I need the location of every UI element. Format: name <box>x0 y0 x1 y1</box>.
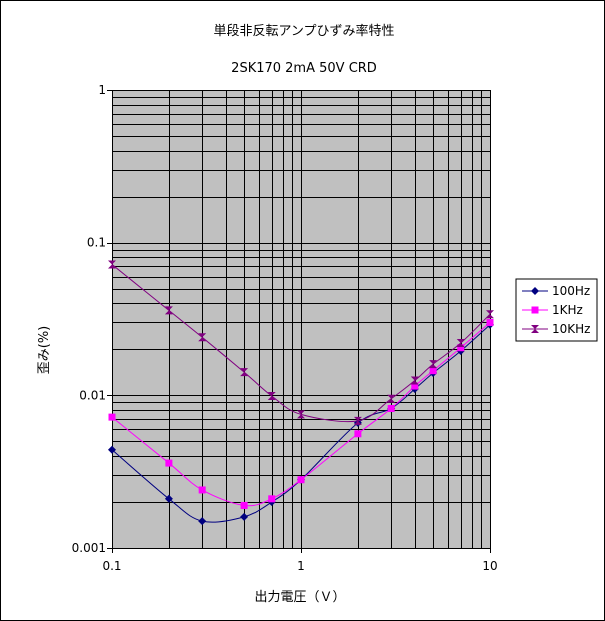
data-point-1khz <box>411 382 419 390</box>
data-point-10khz <box>267 391 276 400</box>
data-point-1khz <box>486 318 494 326</box>
data-point-10khz <box>429 360 438 369</box>
data-point-10khz <box>456 339 465 348</box>
marker-bottom <box>164 310 173 315</box>
legend-item-1khz: 1KHz <box>522 303 583 317</box>
marker-top <box>108 260 116 265</box>
data-point-10khz <box>486 310 494 319</box>
marker-bottom <box>297 414 305 419</box>
marker-bottom <box>456 343 465 348</box>
data-point-1khz <box>240 501 248 509</box>
chart-subtitle: 2SK170 2mA 50V CRD <box>231 61 377 76</box>
series-layer <box>108 260 494 526</box>
marker-bottom <box>531 329 539 333</box>
marker-bottom <box>486 314 494 319</box>
axes: 0.1 1 10 1 0.1 0.01 0.001 <box>72 83 498 573</box>
x-tick-label: 0.1 <box>102 559 121 573</box>
y-tick-label: 0.1 <box>87 236 106 250</box>
marker-bottom <box>410 380 419 385</box>
marker-bottom <box>198 337 207 342</box>
data-point-10khz <box>410 376 419 385</box>
data-point-1khz <box>354 430 362 438</box>
data-point-100hz <box>531 287 539 295</box>
marker-top <box>353 416 362 421</box>
marker-bottom <box>108 264 116 269</box>
legend: 100Hz 1KHz 10KHz <box>515 278 598 342</box>
x-tick-label: 10 <box>482 559 497 573</box>
marker-bottom <box>267 395 276 400</box>
data-point-1khz <box>198 486 206 494</box>
data-point-10khz <box>387 394 396 403</box>
marker-top <box>240 368 249 373</box>
y-tick-label: 0.001 <box>72 541 106 555</box>
data-point-10khz <box>297 410 305 419</box>
marker-top <box>531 325 539 329</box>
legend-item-100hz: 100Hz <box>522 284 590 298</box>
marker-top <box>297 410 305 415</box>
series-10khz <box>108 260 494 425</box>
marker-top <box>486 310 494 315</box>
gridlines <box>112 90 490 549</box>
data-point-100hz <box>164 494 173 503</box>
marker-top <box>410 376 419 381</box>
data-point-1khz <box>165 459 173 467</box>
data-point-1khz <box>297 476 305 484</box>
data-point-1khz <box>108 413 116 421</box>
x-axis-title: 出力電圧（Ｖ） <box>254 590 345 605</box>
data-point-10khz <box>164 306 173 315</box>
data-point-100hz <box>240 512 249 521</box>
y-axis-title: 歪み(%) <box>37 326 52 375</box>
y-tick-label: 1 <box>98 83 106 97</box>
data-point-1khz <box>268 495 276 503</box>
data-point-100hz <box>108 445 116 454</box>
y-tick-label: 0.01 <box>79 388 106 402</box>
marker-top <box>456 339 465 344</box>
marker-bottom <box>387 398 396 403</box>
marker-bottom <box>353 420 362 425</box>
data-point-10khz <box>108 260 116 269</box>
legend-label: 1KHz <box>552 303 583 317</box>
marker-top <box>429 360 438 365</box>
data-point-100hz <box>198 517 207 526</box>
marker-bottom <box>429 364 438 369</box>
series-line <box>111 264 491 423</box>
data-point-10khz <box>198 333 207 342</box>
marker-top <box>267 391 276 396</box>
series-1khz <box>108 318 494 509</box>
marker-bottom <box>240 372 249 377</box>
data-point-10khz <box>353 416 362 425</box>
marker-top <box>387 394 396 399</box>
data-point-1khz <box>457 344 465 352</box>
data-point-10khz <box>240 368 249 377</box>
chart-title: 単段非反転アンプひずみ率特性 <box>213 23 394 39</box>
marker-top <box>198 333 207 338</box>
legend-label: 100Hz <box>552 284 590 298</box>
data-point-1khz <box>429 367 437 375</box>
marker-top <box>164 306 173 311</box>
legend-item-10khz: 10KHz <box>522 322 590 336</box>
legend-label: 10KHz <box>552 322 590 336</box>
data-point-10khz <box>531 325 539 333</box>
data-point-1khz <box>531 306 539 314</box>
data-point-1khz <box>387 404 395 412</box>
x-tick-label: 1 <box>297 559 305 573</box>
